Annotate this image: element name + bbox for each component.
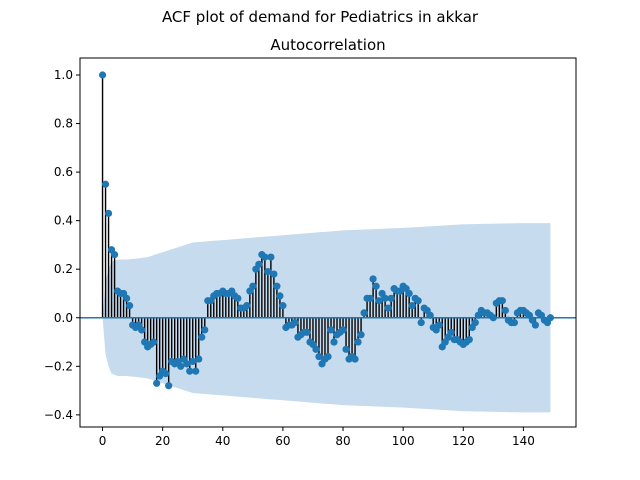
acf-point [186,367,194,375]
acf-point [201,326,209,334]
acf-point [122,294,131,302]
acf-point [192,367,200,375]
acf-point [183,360,191,368]
markers-layer [98,71,555,390]
y-tick-label: −0.4 [44,408,73,422]
acf-point [405,289,413,298]
acf-point [189,357,197,366]
x-axis: 0 20 40 60 80 100 120 140 [99,427,535,448]
acf-point [489,314,497,322]
acf-point [276,292,284,300]
acf-point [303,328,311,336]
acf-point [267,253,275,261]
acf-point [234,294,242,302]
acf-point [354,338,362,346]
acf-point [330,338,338,346]
x-tick-label: 140 [512,434,535,448]
acf-point [357,331,365,339]
acf-point [165,382,173,390]
acf-point [177,362,185,370]
acf-point [414,297,422,305]
acf-point [426,311,434,319]
figure-suptitle: ACF plot of demand for Pediatrics in akk… [161,8,479,26]
acf-point [372,282,380,290]
acf-point [255,260,263,268]
acf-point [342,345,350,353]
acf-point [351,355,359,363]
acf-point [312,345,320,353]
acf-point [101,180,110,188]
acf-point [366,294,374,302]
acf-point [315,352,323,361]
acf-point [104,209,113,217]
acf-point [510,319,518,327]
acf-point [501,306,509,315]
x-tick-label: 0 [99,434,107,448]
acf-point [471,319,479,327]
acf-point [384,304,392,312]
acf-point [162,369,170,378]
acf-point [546,314,555,322]
acf-point [360,309,368,317]
acf-point [243,302,251,310]
plot-frame [79,57,577,428]
acf-point [375,297,383,305]
acf-point [249,282,257,290]
x-tick-label: 60 [275,434,290,448]
acf-point [291,319,299,327]
acf-point [498,297,506,305]
x-tick-label: 80 [335,434,350,448]
axes-title: Autocorrelation [270,36,385,54]
acf-point [339,326,347,334]
acf-point [270,270,278,278]
acf-point [531,321,540,329]
acf-point [279,302,287,310]
acf-point [417,319,425,327]
x-tick-label: 100 [392,434,415,448]
y-tick-label: 0.4 [54,214,73,228]
y-tick-label: 0.8 [54,117,73,131]
acf-point [387,294,395,302]
acf-point [110,251,119,259]
y-tick-label: 0.0 [54,311,73,325]
acf-point [98,71,107,79]
acf-point [408,302,416,310]
acf-point [138,326,146,334]
acf-point [324,352,332,361]
acf-point [198,333,206,341]
y-tick-label: 0.6 [54,165,73,179]
acf-point [327,326,335,334]
y-tick-label: 1.0 [54,68,73,82]
acf-point [261,253,269,261]
acf-point [381,294,389,302]
y-axis: −0.4 −0.2 0.0 0.2 0.4 0.6 0.8 1.0 [44,68,80,422]
x-tick-label: 40 [215,434,230,448]
acf-point [447,328,455,336]
acf-point [153,379,161,387]
acf-point [264,268,272,276]
acf-point [126,302,134,310]
y-tick-label: 0.2 [54,262,73,276]
acf-point [465,336,473,344]
acf-point [273,282,281,290]
acf-point [150,338,158,346]
x-tick-label: 120 [452,434,475,448]
acf-point [435,321,443,329]
acf-point [195,355,203,363]
acf-point [369,275,377,283]
x-tick-label: 20 [155,434,170,448]
y-tick-label: −0.2 [44,359,73,373]
